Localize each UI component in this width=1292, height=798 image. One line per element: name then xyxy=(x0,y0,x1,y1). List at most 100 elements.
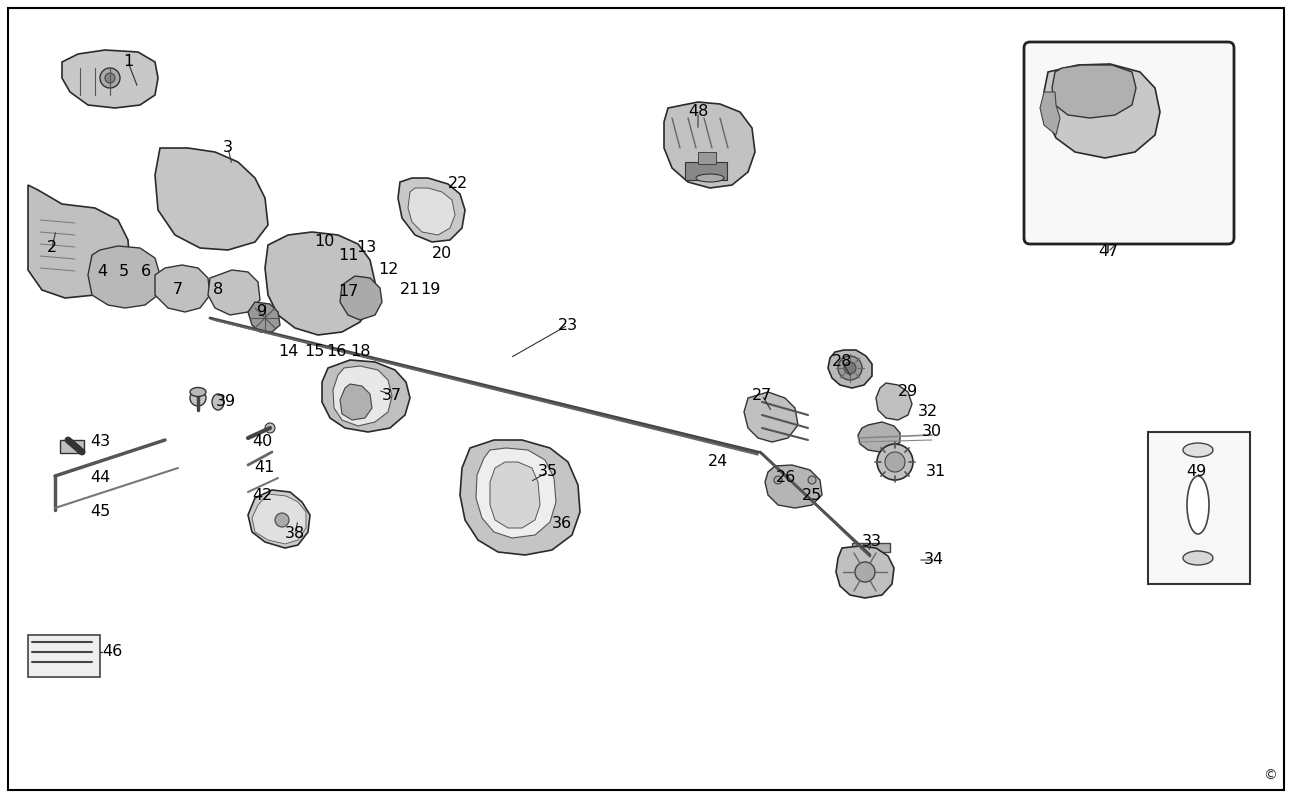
Text: 42: 42 xyxy=(252,488,273,504)
Text: 26: 26 xyxy=(776,471,796,485)
Polygon shape xyxy=(208,270,260,315)
Circle shape xyxy=(99,68,120,88)
Bar xyxy=(1068,118,1112,133)
Text: 23: 23 xyxy=(558,318,578,333)
Text: 10: 10 xyxy=(314,235,335,250)
Polygon shape xyxy=(408,188,455,235)
Polygon shape xyxy=(475,448,556,538)
Circle shape xyxy=(105,73,115,83)
Polygon shape xyxy=(252,494,306,544)
Polygon shape xyxy=(836,546,894,598)
Bar xyxy=(1149,432,1249,584)
Text: 17: 17 xyxy=(337,285,358,299)
Circle shape xyxy=(190,390,205,406)
Text: 33: 33 xyxy=(862,535,882,550)
Polygon shape xyxy=(265,232,375,335)
Circle shape xyxy=(808,476,817,484)
Circle shape xyxy=(265,423,275,433)
Text: ©: © xyxy=(1264,769,1276,783)
Text: 1: 1 xyxy=(123,54,133,69)
Text: 47: 47 xyxy=(1098,244,1118,259)
Circle shape xyxy=(844,362,857,374)
Text: 14: 14 xyxy=(278,345,298,360)
Text: 25: 25 xyxy=(802,488,822,503)
Text: 19: 19 xyxy=(420,282,441,298)
Polygon shape xyxy=(744,392,798,442)
Polygon shape xyxy=(664,102,755,188)
Polygon shape xyxy=(340,384,372,420)
Ellipse shape xyxy=(212,394,224,410)
Text: 4: 4 xyxy=(97,264,107,279)
Polygon shape xyxy=(28,185,130,298)
Circle shape xyxy=(839,356,862,380)
Bar xyxy=(698,152,716,164)
Polygon shape xyxy=(155,148,267,250)
Polygon shape xyxy=(828,350,872,388)
Polygon shape xyxy=(876,383,912,420)
Text: 36: 36 xyxy=(552,516,572,531)
Text: 34: 34 xyxy=(924,552,944,567)
Bar xyxy=(1186,488,1211,522)
Bar xyxy=(28,635,99,677)
Ellipse shape xyxy=(696,174,724,182)
Text: 21: 21 xyxy=(399,282,420,298)
Polygon shape xyxy=(490,462,540,528)
Text: 15: 15 xyxy=(304,345,324,360)
Text: 38: 38 xyxy=(284,527,305,542)
Polygon shape xyxy=(858,422,901,452)
Text: 18: 18 xyxy=(350,345,371,360)
Polygon shape xyxy=(333,366,391,426)
Text: 8: 8 xyxy=(213,282,224,298)
Text: 28: 28 xyxy=(832,354,853,369)
Polygon shape xyxy=(322,360,410,432)
Ellipse shape xyxy=(1187,476,1209,534)
Text: 48: 48 xyxy=(687,105,708,120)
Text: 30: 30 xyxy=(922,425,942,440)
Polygon shape xyxy=(765,465,822,508)
Polygon shape xyxy=(1040,92,1059,135)
Text: 11: 11 xyxy=(337,248,358,263)
Text: 12: 12 xyxy=(377,263,398,278)
Polygon shape xyxy=(248,490,310,548)
Text: 6: 6 xyxy=(141,264,151,279)
Ellipse shape xyxy=(190,388,205,397)
Polygon shape xyxy=(340,276,382,320)
Text: 7: 7 xyxy=(173,282,183,298)
Text: 39: 39 xyxy=(216,394,236,409)
Text: 31: 31 xyxy=(926,464,946,480)
Bar xyxy=(685,162,727,180)
Text: 43: 43 xyxy=(90,434,110,449)
Text: 9: 9 xyxy=(257,305,267,319)
Text: 29: 29 xyxy=(898,385,919,400)
Text: 41: 41 xyxy=(253,460,274,475)
Ellipse shape xyxy=(1183,551,1213,565)
Circle shape xyxy=(275,513,289,527)
Bar xyxy=(851,543,890,552)
Polygon shape xyxy=(62,50,158,108)
Text: 44: 44 xyxy=(90,471,110,485)
Text: 20: 20 xyxy=(432,247,452,262)
Text: 3: 3 xyxy=(224,140,233,156)
Text: 5: 5 xyxy=(119,264,129,279)
Polygon shape xyxy=(1052,65,1136,118)
Text: 27: 27 xyxy=(752,388,773,402)
Circle shape xyxy=(885,452,904,472)
Circle shape xyxy=(855,562,875,582)
Ellipse shape xyxy=(1183,443,1213,457)
Polygon shape xyxy=(398,178,465,242)
Polygon shape xyxy=(460,440,580,555)
Text: 22: 22 xyxy=(448,176,468,192)
Text: 13: 13 xyxy=(355,240,376,255)
Text: 24: 24 xyxy=(708,455,729,469)
Polygon shape xyxy=(155,265,211,312)
Text: 37: 37 xyxy=(382,388,402,402)
Text: 45: 45 xyxy=(90,504,110,519)
Text: 16: 16 xyxy=(326,345,346,360)
Bar xyxy=(59,440,84,453)
Polygon shape xyxy=(248,302,280,332)
FancyBboxPatch shape xyxy=(1025,42,1234,244)
Circle shape xyxy=(877,444,913,480)
Text: 40: 40 xyxy=(252,434,273,449)
Text: 32: 32 xyxy=(917,405,938,420)
Text: 35: 35 xyxy=(537,464,558,480)
